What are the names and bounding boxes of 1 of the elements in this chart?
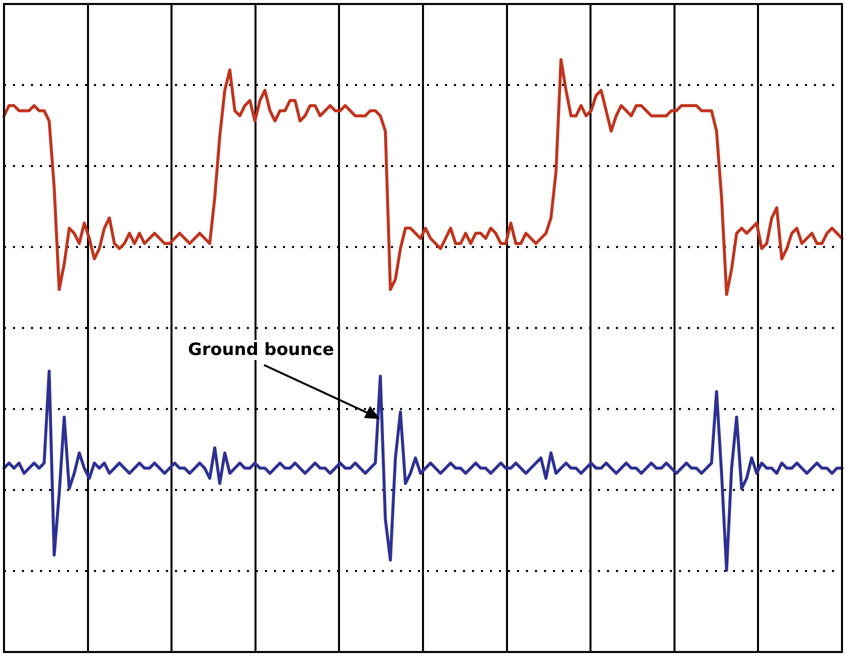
- annotation: Ground bounce: [188, 340, 334, 360]
